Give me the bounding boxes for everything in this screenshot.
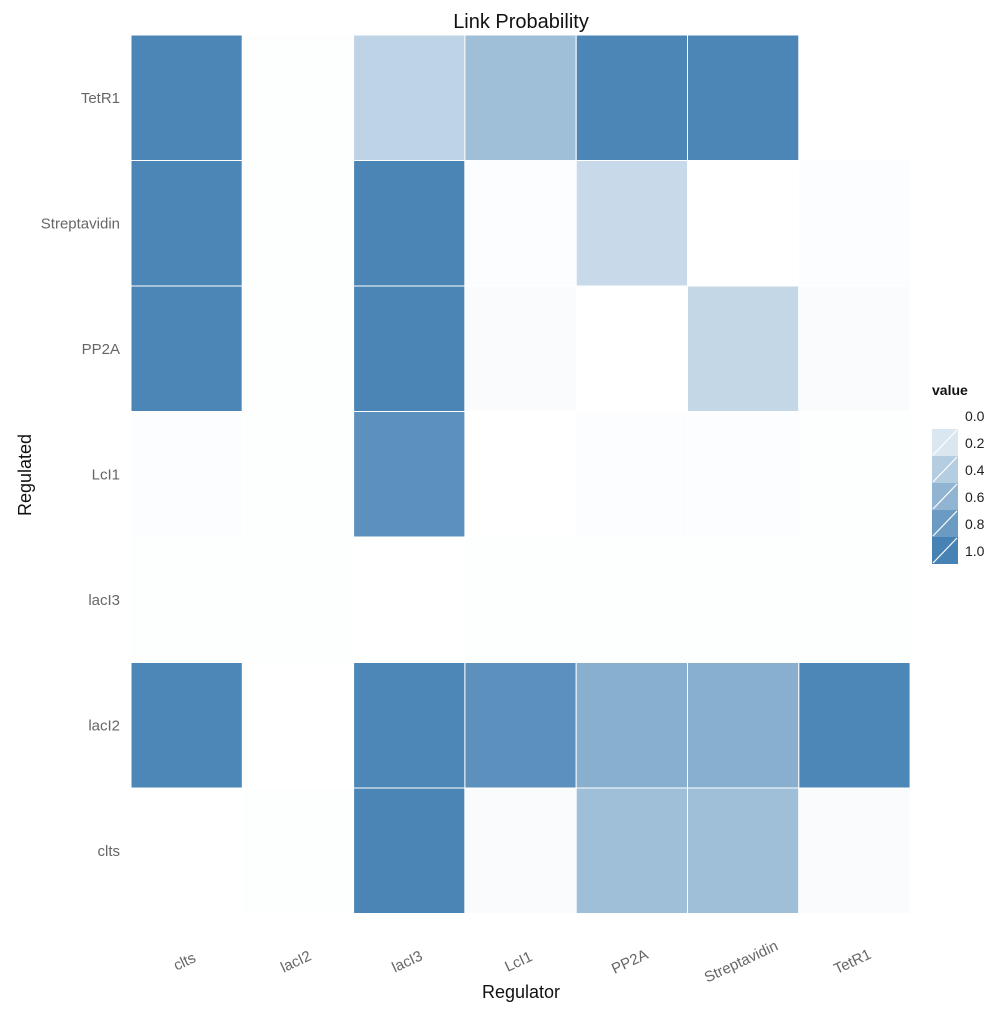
heatmap-cell: [687, 536, 800, 663]
x-tick-label: Streptavidin: [702, 937, 781, 986]
legend-label: 0.2: [965, 435, 985, 451]
heatmap-cell: [353, 787, 466, 914]
y-tick-label: PP2A: [82, 341, 120, 358]
heatmap-cell: [687, 285, 800, 412]
chart-title: Link Probability: [453, 11, 589, 33]
heatmap-cell: [241, 411, 355, 538]
heatmap-cell: [687, 411, 800, 538]
heatmap-cell: [130, 160, 243, 287]
heatmap-cell: [798, 662, 911, 789]
x-axis-ticks: clts lacI2 lacI3 LcI1 PP2A Streptavidin TetR1: [171, 937, 874, 986]
x-axis-title: Regulator: [482, 982, 560, 1002]
heatmap-cell: [241, 536, 355, 663]
y-tick-label: TetR1: [81, 90, 120, 107]
color-legend: value 0.0 0.2 0.4 0.6 0.8 1.0: [932, 382, 985, 564]
heatmap-cells: [130, 34, 911, 914]
heatmap-cell: [130, 34, 243, 161]
x-tick-label: lacI2: [278, 948, 314, 977]
legend-label: 0.4: [965, 462, 985, 478]
heatmap-cell: [687, 662, 800, 789]
legend-key-diagonal: [932, 456, 958, 483]
heatmap-cell: [687, 787, 800, 914]
heatmap-cell: [464, 787, 577, 914]
legend-label: 0.6: [965, 489, 985, 505]
x-tick-label: PP2A: [609, 946, 651, 978]
y-tick-label: lacI2: [88, 717, 120, 734]
y-tick-label: LcI1: [92, 466, 120, 483]
heatmap-cell: [130, 536, 243, 663]
legend-key-diagonal: [932, 510, 958, 537]
heatmap-cell: [241, 160, 355, 287]
heatmap-cell: [464, 160, 577, 287]
heatmap-cell: [687, 34, 800, 161]
heatmap-cell: [575, 160, 689, 287]
y-axis-ticks: TetR1 Streptavidin PP2A LcI1 lacI3 lacI2 clts: [41, 90, 120, 860]
heatmap-cell: [575, 411, 689, 538]
heatmap-cell: [464, 34, 577, 161]
heatmap-cell: [575, 662, 689, 789]
heatmap-cell: [575, 787, 689, 914]
y-axis-title: Regulated: [15, 434, 35, 516]
legend-key-diagonal: [932, 483, 958, 510]
legend-label: 0.8: [965, 516, 985, 532]
heatmap-cell: [241, 787, 355, 914]
heatmap-cell: [575, 34, 689, 161]
heatmap-cell: [464, 662, 577, 789]
y-tick-label: lacI3: [88, 592, 120, 609]
legend-title: value: [932, 382, 968, 398]
x-tick-label: clts: [171, 949, 199, 974]
heatmap-cell: [130, 411, 243, 538]
heatmap-cell: [353, 285, 466, 412]
heatmap-cell: [798, 285, 911, 412]
x-tick-label: lacI3: [389, 948, 425, 977]
heatmap-cell: [798, 536, 911, 663]
heatmap-cell: [464, 285, 577, 412]
heatmap-cell: [798, 411, 911, 538]
heatmap-cell: [353, 34, 466, 161]
legend-label: 0.0: [965, 408, 985, 424]
heatmap-cell: [464, 536, 577, 663]
legend-key-diagonal: [932, 402, 958, 429]
heatmap-cell: [798, 787, 911, 914]
heatmap-cell: [130, 285, 243, 412]
heatmap-cell: [575, 536, 689, 663]
heatmap-cell: [353, 411, 466, 538]
heatmap-cell: [353, 160, 466, 287]
heatmap-cell: [353, 662, 466, 789]
y-tick-label: clts: [98, 843, 121, 860]
legend-key-diagonal: [932, 537, 958, 564]
legend-label: 1.0: [965, 543, 985, 559]
x-tick-label: LcI1: [502, 948, 535, 975]
heatmap-cell: [241, 285, 355, 412]
heatmap-cell: [241, 34, 355, 161]
legend-key-diagonal: [932, 429, 958, 456]
y-tick-label: Streptavidin: [41, 215, 120, 232]
heatmap-cell: [798, 160, 911, 287]
x-tick-label: TetR1: [831, 946, 874, 978]
heatmap-cell: [130, 662, 243, 789]
